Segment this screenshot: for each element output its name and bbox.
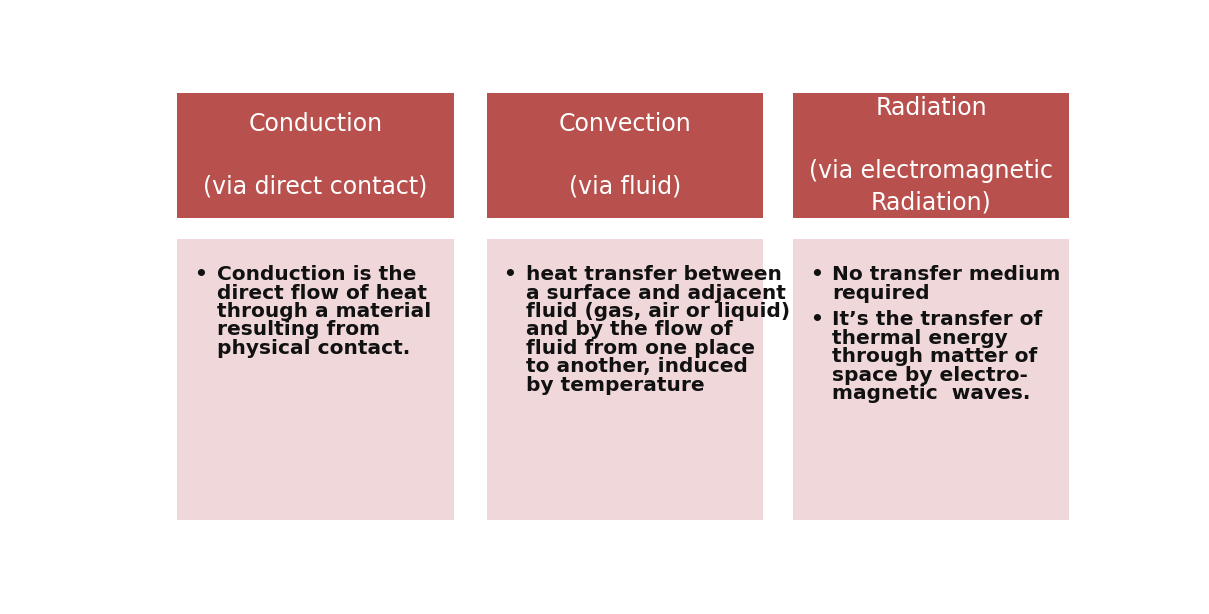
FancyBboxPatch shape: [793, 93, 1070, 218]
Text: Convection

(via fluid): Convection (via fluid): [559, 112, 692, 199]
Text: heat transfer between: heat transfer between: [526, 265, 782, 284]
Text: magnetic  waves.: magnetic waves.: [832, 384, 1031, 403]
Text: thermal energy: thermal energy: [832, 328, 1008, 348]
Text: through matter of: through matter of: [832, 347, 1037, 366]
Text: •: •: [195, 265, 207, 284]
FancyBboxPatch shape: [486, 93, 763, 218]
Text: through a material: through a material: [216, 302, 430, 321]
Text: by temperature: by temperature: [526, 376, 705, 395]
Text: •: •: [503, 265, 516, 284]
Text: No transfer medium: No transfer medium: [832, 265, 1060, 284]
FancyBboxPatch shape: [793, 239, 1070, 521]
FancyBboxPatch shape: [178, 239, 453, 521]
Text: •: •: [810, 310, 822, 329]
Text: a surface and adjacent: a surface and adjacent: [526, 284, 786, 303]
Text: space by electro-: space by electro-: [832, 365, 1028, 384]
Text: and by the flow of: and by the flow of: [526, 321, 733, 340]
Text: required: required: [832, 284, 930, 303]
Text: direct flow of heat: direct flow of heat: [216, 284, 427, 303]
Text: fluid from one place: fluid from one place: [526, 339, 754, 358]
Text: fluid (gas, air or liquid): fluid (gas, air or liquid): [526, 302, 789, 321]
Text: to another, induced: to another, induced: [526, 357, 748, 376]
Text: It’s the transfer of: It’s the transfer of: [832, 310, 1042, 329]
Text: resulting from: resulting from: [216, 321, 380, 340]
Text: physical contact.: physical contact.: [216, 339, 410, 358]
Text: Conduction

(via direct contact): Conduction (via direct contact): [203, 112, 428, 199]
Text: Radiation

(via electromagnetic
Radiation): Radiation (via electromagnetic Radiation…: [809, 96, 1053, 215]
Text: Conduction is the: Conduction is the: [216, 265, 416, 284]
Text: •: •: [810, 265, 822, 284]
FancyBboxPatch shape: [486, 239, 763, 521]
FancyBboxPatch shape: [178, 93, 453, 218]
